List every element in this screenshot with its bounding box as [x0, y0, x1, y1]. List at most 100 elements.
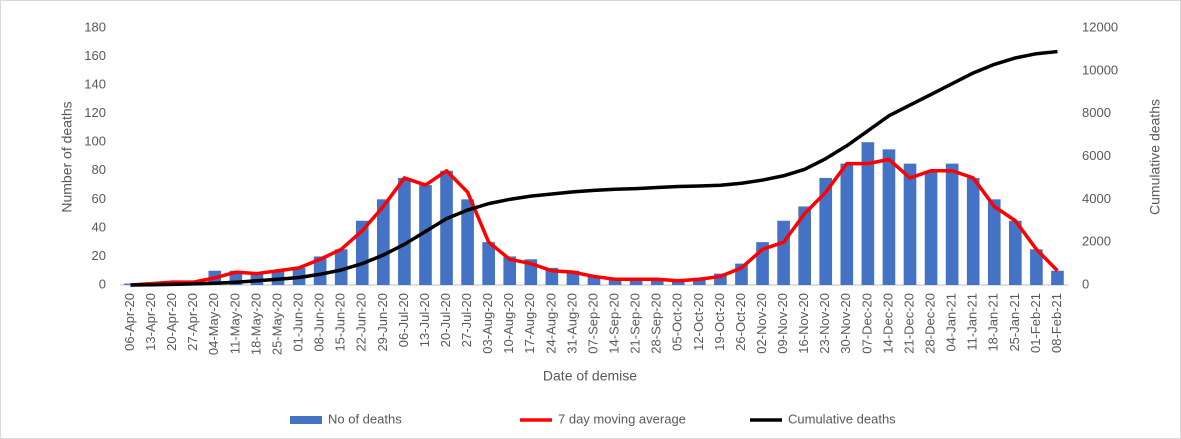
legend-label: 7 day moving average — [558, 411, 686, 426]
x-tick-label: 11-May-20 — [227, 293, 242, 354]
x-tick-label: 10-Aug-20 — [501, 293, 516, 354]
x-tick-label: 08-Feb-21 — [1049, 293, 1064, 353]
bar — [461, 199, 474, 285]
x-tick-label: 18-May-20 — [248, 293, 263, 355]
x-tick-label: 20-Apr-20 — [164, 293, 179, 351]
x-tick-label: 07-Sep-20 — [585, 293, 600, 354]
x-tick-label: 15-Jun-20 — [333, 293, 348, 352]
legend-label: No of deaths — [328, 411, 402, 426]
bar — [1009, 220, 1022, 285]
line — [130, 157, 1059, 287]
x-tick-label: 01-Jun-20 — [291, 293, 306, 352]
x-tick-label: 19-Oct-20 — [712, 293, 727, 351]
x-tick-label: 02-Nov-20 — [754, 293, 769, 354]
x-tick-label: 06-Jul-20 — [396, 293, 411, 347]
bar — [334, 249, 348, 285]
bar — [861, 142, 875, 285]
x-tick-label: 03-Aug-20 — [480, 293, 495, 354]
bar — [882, 149, 896, 285]
x-tick-label: 27-Jul-20 — [459, 293, 474, 347]
bar — [355, 220, 369, 285]
x-tick-label: 14-Sep-20 — [607, 293, 622, 354]
bar — [377, 199, 390, 285]
x-tick-label: 12-Oct-20 — [691, 293, 706, 351]
bar — [440, 170, 453, 285]
legend-label: Cumulative deaths — [788, 411, 896, 426]
bar — [798, 206, 811, 285]
bar — [945, 163, 959, 285]
bar — [419, 185, 432, 285]
x-tick-label: 13-Jul-20 — [417, 293, 432, 347]
bar — [987, 199, 1001, 285]
y-tick-label: 60 — [92, 191, 106, 206]
y2-tick-label: 6000 — [1082, 148, 1111, 163]
x-tick-label: 27-Apr-20 — [185, 293, 200, 351]
x-tick-label: 11-Jan-21 — [965, 293, 980, 351]
y2-tick-label: 0 — [1082, 276, 1089, 291]
y2-tick-label: 10000 — [1082, 62, 1118, 77]
x-tick-label: 04-Jan-21 — [944, 293, 959, 352]
bar — [398, 177, 411, 285]
bar — [503, 256, 517, 285]
y-tick-label: 40 — [92, 219, 106, 234]
bar — [966, 177, 980, 285]
x-axis-title: Date of demise — [543, 368, 637, 384]
x-tick-label: 23-Nov-20 — [817, 293, 832, 354]
x-tick-label: 21-Dec-20 — [901, 293, 916, 354]
x-tick-label: 05-Oct-20 — [670, 293, 685, 351]
y-tick-label: 20 — [92, 248, 106, 263]
bar — [1030, 249, 1043, 285]
bar — [714, 273, 727, 285]
x-tick-label: 22-Jun-20 — [354, 293, 369, 352]
bar — [608, 279, 622, 285]
x-tick-label: 24-Aug-20 — [543, 293, 558, 354]
bar — [313, 256, 327, 285]
bar — [924, 170, 938, 285]
bar — [482, 242, 495, 285]
x-tick-label: 31-Aug-20 — [564, 293, 579, 354]
bar — [903, 163, 917, 285]
x-tick-label: 25-May-20 — [269, 293, 284, 355]
x-tick-label: 06-Apr-20 — [122, 293, 137, 351]
x-tick-label: 21-Sep-20 — [628, 293, 643, 354]
y2-tick-label: 8000 — [1082, 105, 1111, 120]
y-tick-label: 180 — [84, 19, 106, 34]
bar — [650, 279, 664, 285]
x-tick-label: 13-Apr-20 — [143, 293, 158, 351]
x-tick-label: 04-May-20 — [206, 293, 221, 355]
x-tick-label: 17-Aug-20 — [522, 293, 537, 354]
bar — [819, 177, 833, 285]
y-tick-label: 120 — [84, 105, 106, 120]
y-axis-title: Number of deaths — [59, 101, 75, 212]
bar — [693, 277, 706, 285]
y2-axis-title: Cumulative deaths — [1147, 99, 1163, 215]
y-tick-label: 80 — [92, 162, 106, 177]
bar — [629, 279, 643, 285]
line — [130, 49, 1058, 287]
x-tick-label: 26-Oct-20 — [733, 293, 748, 351]
x-tick-label: 08-Jun-20 — [312, 293, 327, 352]
x-tick-label: 25-Jan-21 — [1007, 293, 1022, 352]
x-tick-label: 28-Sep-20 — [649, 293, 664, 354]
x-tick-label: 09-Nov-20 — [775, 293, 790, 354]
x-tick-label: 18-Jan-21 — [986, 293, 1001, 352]
bar — [840, 163, 854, 285]
y-tick-label: 0 — [99, 276, 106, 291]
x-tick-label: 30-Nov-20 — [838, 293, 853, 354]
x-tick-label: 07-Dec-20 — [859, 293, 874, 354]
y2-tick-label: 4000 — [1082, 191, 1111, 206]
y-tick-label: 140 — [84, 77, 106, 92]
x-tick-label: 28-Dec-20 — [923, 293, 938, 354]
y-tick-label: 160 — [84, 48, 106, 63]
y2-tick-label: 2000 — [1082, 234, 1111, 249]
bar — [1051, 270, 1064, 285]
y-tick-label: 100 — [84, 134, 106, 149]
y2-tick-label: 12000 — [1082, 19, 1118, 34]
x-tick-label: 16-Nov-20 — [796, 293, 811, 354]
legend-swatch — [290, 416, 322, 424]
x-tick-label: 01-Feb-21 — [1028, 293, 1043, 353]
x-tick-label: 14-Dec-20 — [880, 293, 895, 354]
bar — [587, 276, 601, 285]
